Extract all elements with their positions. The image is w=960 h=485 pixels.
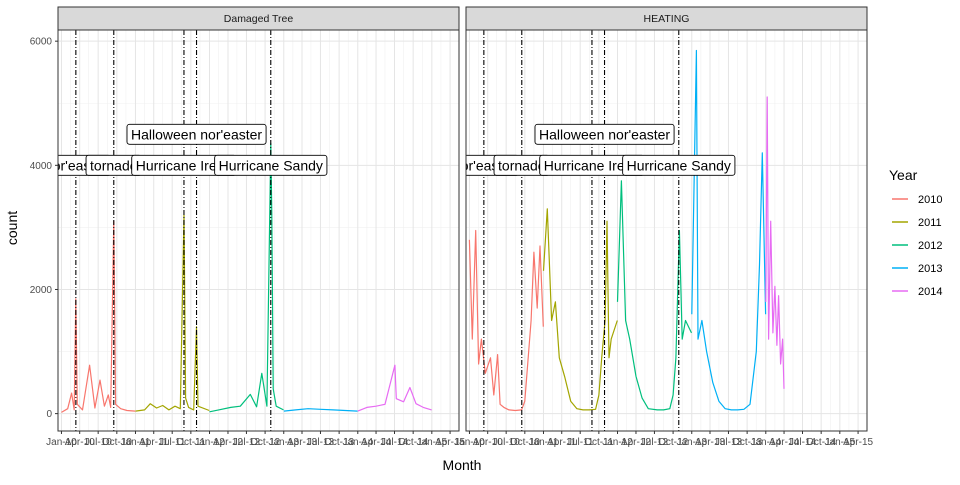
legend-label: 2013 [918,263,942,275]
event-label: Hurricane Sandy [214,154,328,176]
svg-text:tornado: tornado [90,157,138,173]
x-tick-label: Jul-13 [307,437,335,448]
series-line-2012 [209,143,284,413]
event-label: Halloween nor'easter [534,123,675,145]
x-tick-label: Oct-12 [250,437,280,448]
x-tick-label: Apr-14 [361,437,391,448]
x-tick-label: Jan-13 [268,437,299,448]
x-tick-label: Oct-11 [176,437,206,448]
x-tick-label: Jan-13 [676,437,707,448]
y-tick-label: 6000 [30,37,53,48]
legend: Year 2010 2011 2012 2013 2014 [889,167,942,298]
series-line-2013 [691,49,767,411]
x-tick-label: Apr-13 [287,437,317,448]
x-tick-label: Jan-14 [342,437,373,448]
legend-title: Year [889,167,918,183]
series-line-2010 [468,229,544,412]
x-tick-label: Oct-10 [102,437,132,448]
x-tick-label: Jul-14 [789,437,817,448]
series-line-2010 [61,220,136,413]
x-tick-label: Jan-12 [602,437,633,448]
series-line-2013 [283,408,358,412]
event-label: tornado [493,154,550,176]
x-tick-label: Oct-12 [658,437,688,448]
legend-label: 2010 [918,194,942,206]
x-tick-label: Oct-10 [510,437,540,448]
x-tick-label: Jul-12 [233,437,261,448]
x-tick-label: Jan-11 [121,437,151,448]
x-axis-title: Month [443,457,482,473]
x-tick-label: Oct-13 [324,437,354,448]
x-tick-label: Apr-12 [621,437,651,448]
x-tick-label: Apr-12 [213,437,243,448]
x-tick-label: Apr-10 [473,437,503,448]
x-tick-label: Oct-11 [584,437,614,448]
svg-text:Halloween nor'easter: Halloween nor'easter [131,126,262,142]
x-tick-label: Apr-11 [547,437,577,448]
series-line-2014 [357,364,432,412]
svg-text:Hurricane Sandy: Hurricane Sandy [627,157,731,173]
svg-text:Hurricane Irene: Hurricane Irene [136,157,233,173]
y-tick-label: 0 [46,409,52,420]
event-label: Hurricane Irene [539,154,645,176]
series-line-2011 [542,208,618,411]
svg-text:Halloween nor'easter: Halloween nor'easter [539,126,670,142]
y-axis-title: count [4,211,20,245]
x-tick-label: Jan-12 [194,437,225,448]
x-tick-label: Apr-14 [769,437,799,448]
x-tick-label: Jul-14 [381,437,409,448]
event-label: tornado [85,154,142,176]
x-tick-label: Jul-12 [641,437,669,448]
y-tick-label: 2000 [30,285,53,296]
event-label: Halloween nor'easter [126,123,267,145]
series-line-2012 [616,180,693,411]
x-tick-label: Jul-10 [85,437,113,448]
x-tick-label: Oct-14 [806,437,836,448]
x-tick-label: Jan-10 [46,437,77,448]
x-tick-label: Jul-13 [715,437,743,448]
x-tick-label: Jul-11 [567,437,594,448]
x-tick-label: Oct-13 [732,437,762,448]
x-tick-label: Apr-15 [435,437,465,448]
x-tick-label: Apr-11 [139,437,169,448]
event-label: Hurricane Sandy [622,154,736,176]
series-line-2014 [765,96,785,389]
x-tick-label: Jan-11 [529,437,559,448]
x-tick-label: Jan-10 [454,437,485,448]
legend-label: 2014 [918,286,942,298]
legend-label: 2011 [918,217,942,229]
x-tick-label: Jul-11 [159,437,186,448]
x-tick-label: Jan-14 [750,437,781,448]
y-axis: 0 2000 4000 6000 [30,37,58,420]
x-tick-label: Apr-13 [695,437,725,448]
svg-text:Hurricane Sandy: Hurricane Sandy [219,157,323,173]
series-line-2011 [135,214,210,412]
x-tick-label: Jul-10 [493,437,521,448]
x-tick-label: Apr-10 [65,437,95,448]
y-tick-label: 4000 [30,161,53,172]
x-tick-label: Oct-14 [398,437,428,448]
svg-text:Hurricane Irene: Hurricane Irene [544,157,641,173]
facet-title: Damaged Tree [224,13,294,25]
facet-title: HEATING [644,13,690,25]
x-tick-label: Jan-15 [417,437,448,448]
svg-text:tornado: tornado [498,157,546,173]
x-tick-label: Jan-15 [825,437,856,448]
x-tick-label: Apr-15 [843,437,873,448]
legend-label: 2012 [918,240,942,252]
